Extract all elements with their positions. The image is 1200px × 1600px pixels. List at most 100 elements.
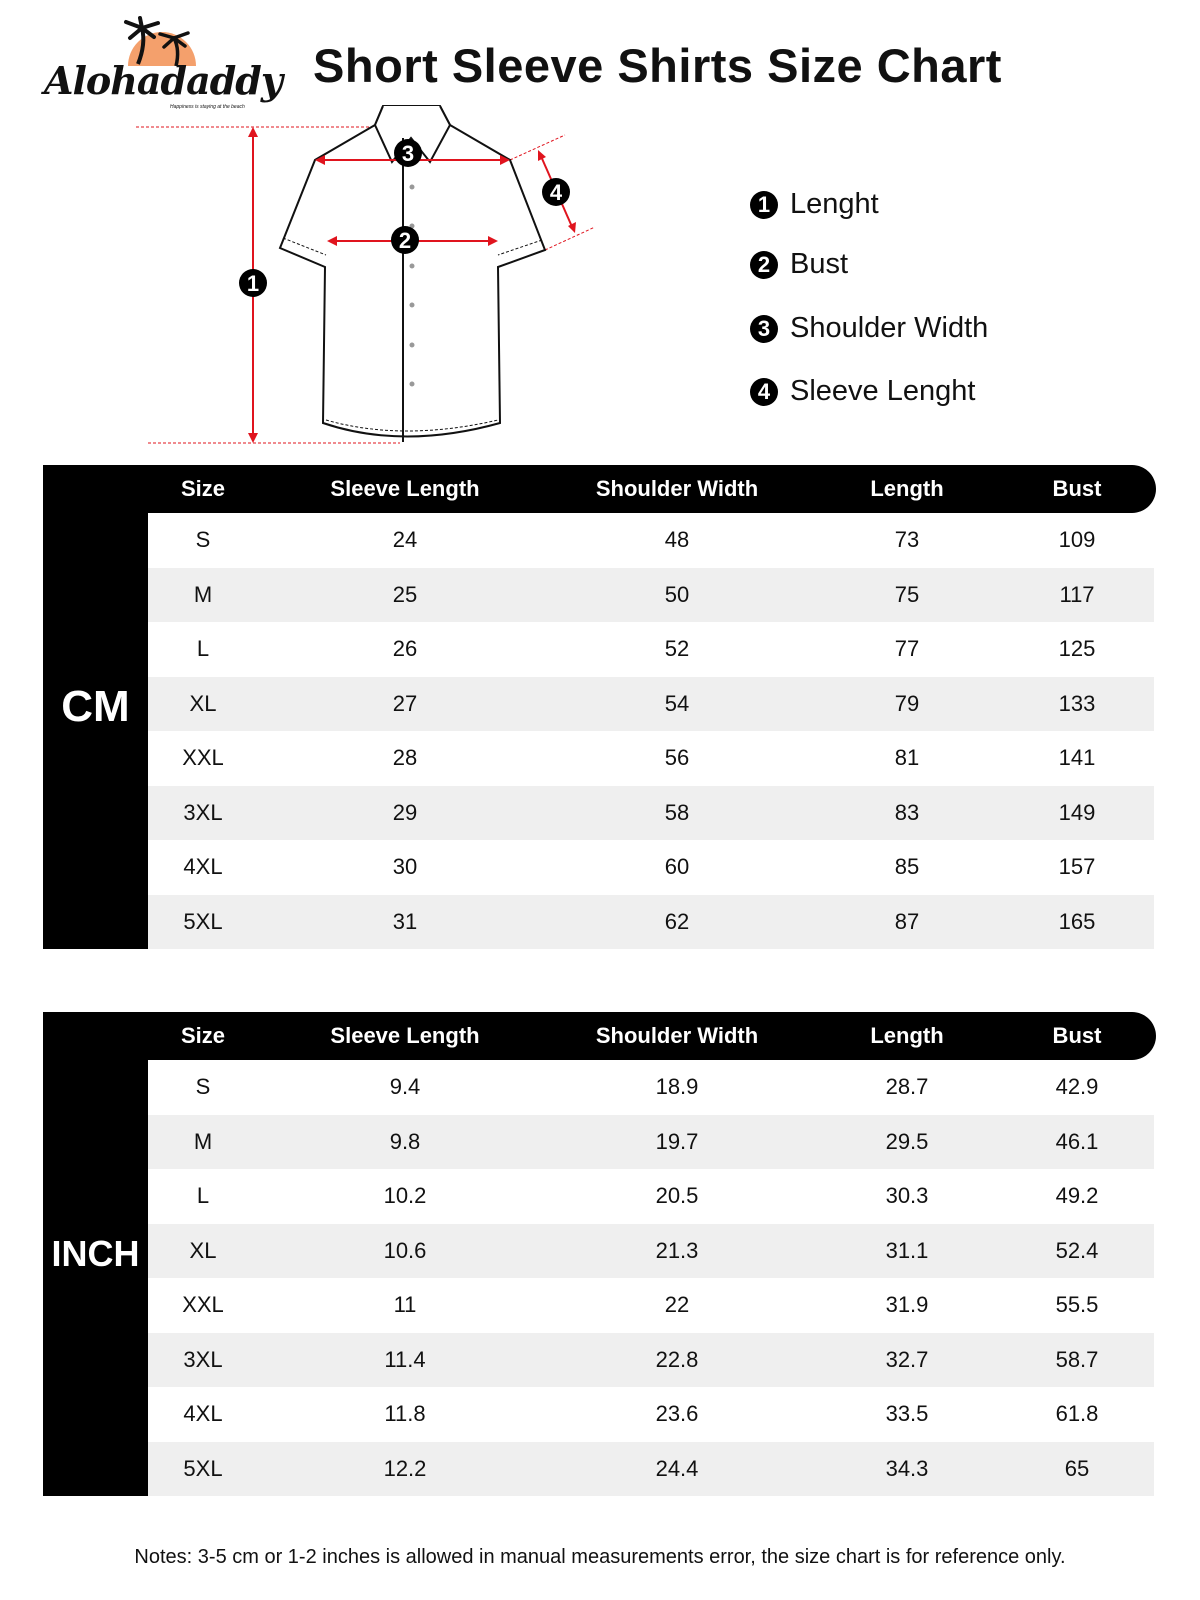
brand-tagline: Happiness is staying at the beach (170, 104, 245, 110)
table-cell: 10.2 (383, 1183, 427, 1209)
table-cell: S (195, 527, 211, 553)
table-cell: 165 (1058, 908, 1096, 934)
table-cell: 9.8 (389, 1128, 421, 1154)
shirt-measurement-diagram: 1 2 3 4 (136, 105, 596, 444)
table-cell: XL (189, 690, 217, 716)
page-title: Short Sleeve Shirts Size Chart (313, 39, 1002, 92)
table-cell: 65 (1064, 1455, 1090, 1481)
table-cell: 46.1 (1055, 1128, 1099, 1154)
size-table-cm: CM Size Sleeve Length Shoulder Width Length B… (43, 465, 1156, 949)
table-cell: 73 (894, 527, 920, 553)
legend-label: Bust (790, 248, 849, 280)
table-cell: 157 (1058, 854, 1096, 880)
table-cell: 22 (664, 1292, 690, 1318)
table-cell: 133 (1058, 690, 1096, 716)
table-cell: 60 (664, 854, 690, 880)
table-cell: 75 (894, 581, 920, 607)
table-cell: 83 (894, 799, 920, 825)
table-cell: 32.7 (885, 1346, 929, 1372)
table-cell: L (196, 1183, 210, 1209)
table-cell: 34.3 (885, 1455, 929, 1481)
table-cell: 49.2 (1055, 1183, 1099, 1209)
table-cell: 24 (392, 527, 418, 553)
table-row: XXL 11 22 31.9 55.5 (148, 1278, 1154, 1333)
table-cell: 52 (664, 636, 690, 662)
table-cell: XL (189, 1237, 217, 1263)
table-cell: 9.4 (389, 1074, 421, 1100)
table-cell: 117 (1059, 581, 1095, 607)
table-cell: 25 (392, 581, 418, 607)
marker-3: 3 (402, 141, 414, 166)
table-row: S 24 48 73 109 (148, 513, 1154, 568)
column-header: Size (180, 476, 226, 501)
table-cell: 54 (664, 690, 690, 716)
table-cell: 5XL (183, 1455, 223, 1481)
table-cell: L (196, 636, 210, 662)
table-row: 4XL 11.8 23.6 33.5 61.8 (148, 1387, 1154, 1442)
table-cell: XXL (182, 745, 224, 771)
column-header: Length (870, 1023, 944, 1048)
table-cell: 52.4 (1055, 1237, 1099, 1263)
table-cell: 62 (664, 908, 690, 934)
column-header: Sleeve Length (330, 1023, 480, 1048)
table-cell: 58.7 (1055, 1346, 1099, 1372)
marker-4: 4 (550, 180, 563, 205)
brand-logo: Alohadaddy Happiness is staying at the b… (38, 14, 283, 114)
legend-label: Sleeve Lenght (790, 375, 976, 407)
table-cell: M (193, 1128, 213, 1154)
table-cell: 109 (1058, 527, 1096, 553)
column-header: Shoulder Width (595, 1023, 759, 1048)
table-cell: 29.5 (885, 1128, 929, 1154)
table-cell: 149 (1058, 799, 1096, 825)
table-cell: 56 (664, 745, 690, 771)
table-cell: 12.2 (383, 1455, 427, 1481)
table-cell: 30 (392, 854, 418, 880)
table-cell: 24.4 (655, 1455, 699, 1481)
table-cell: 28.7 (885, 1074, 929, 1100)
brand-name: Alohadaddy (44, 58, 283, 103)
notes: Notes: 3-5 cm or 1-2 inches is allowed i… (134, 1546, 1066, 1568)
table-cell: 10.6 (383, 1237, 427, 1263)
table-cell: 27 (392, 690, 418, 716)
table-cell: 11.4 (384, 1346, 426, 1372)
table-cell: 3XL (183, 1346, 223, 1372)
unit-label: INCH (43, 1012, 148, 1496)
table-cell: 4XL (183, 854, 223, 880)
table-row: XL 10.6 21.3 31.1 52.4 (148, 1223, 1154, 1278)
table-cell: 58 (664, 799, 690, 825)
number-badge: 1 (750, 190, 778, 219)
number-badge: 3 (750, 314, 778, 343)
legend-item-shoulder-width: 3 Shoulder Width (750, 312, 988, 345)
table-cell: 125 (1058, 636, 1096, 662)
table-cell: 20.5 (655, 1183, 699, 1209)
table-cell: 87 (894, 908, 920, 934)
legend-label: Lenght (790, 188, 879, 220)
table-cell: 77 (894, 636, 920, 662)
number-badge: 2 (750, 250, 778, 279)
table-row: 3XL 11.4 22.8 32.7 58.7 (148, 1332, 1154, 1387)
table-cell: 11 (393, 1292, 417, 1318)
column-header: Size (180, 1023, 226, 1048)
table-cell: 26 (392, 636, 418, 662)
table-cell: 81 (894, 745, 920, 771)
table-row: L 10.2 20.5 30.3 49.2 (148, 1169, 1154, 1224)
table-cell: 79 (894, 690, 920, 716)
table-cell: 55.5 (1055, 1292, 1099, 1318)
table-row: 4XL 30 60 85 157 (148, 840, 1154, 895)
column-header: Bust (1052, 476, 1102, 501)
table-cell: 48 (664, 527, 690, 553)
column-header: Shoulder Width (595, 476, 759, 501)
column-header: Sleeve Length (330, 476, 480, 501)
table-cell: 21.3 (655, 1237, 699, 1263)
table-cell: 50 (664, 581, 690, 607)
legend-item-sleeve-length: 4 Sleeve Lenght (750, 375, 975, 408)
table-cell: 61.8 (1055, 1401, 1099, 1427)
table-row: XXL 28 56 81 141 (148, 731, 1154, 786)
table-cell: 22.8 (655, 1346, 699, 1372)
legend-item-bust: 2 Bust (750, 248, 848, 281)
table-cell: 29 (392, 799, 418, 825)
number-badge: 4 (750, 377, 778, 406)
table-cell: S (195, 1074, 211, 1100)
table-cell: 141 (1058, 745, 1096, 771)
table-row: 5XL 31 62 87 165 (148, 894, 1154, 949)
